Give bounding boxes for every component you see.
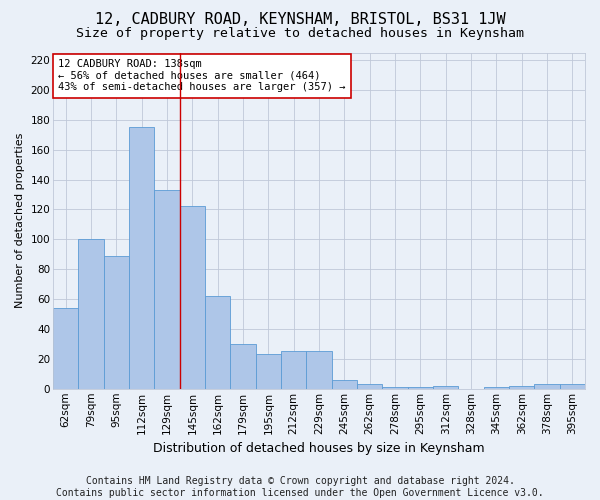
Bar bbox=[205, 296, 230, 389]
Bar bbox=[256, 354, 281, 389]
Bar bbox=[79, 240, 104, 389]
Y-axis label: Number of detached properties: Number of detached properties bbox=[15, 133, 25, 308]
X-axis label: Distribution of detached houses by size in Keynsham: Distribution of detached houses by size … bbox=[153, 442, 485, 455]
Bar bbox=[180, 206, 205, 389]
Bar bbox=[307, 352, 332, 389]
Bar bbox=[332, 380, 357, 389]
Text: 12 CADBURY ROAD: 138sqm
← 56% of detached houses are smaller (464)
43% of semi-d: 12 CADBURY ROAD: 138sqm ← 56% of detache… bbox=[58, 59, 346, 92]
Bar bbox=[382, 388, 407, 389]
Bar bbox=[484, 388, 509, 389]
Bar bbox=[53, 308, 79, 389]
Bar bbox=[281, 352, 307, 389]
Bar bbox=[560, 384, 585, 389]
Bar bbox=[357, 384, 382, 389]
Bar bbox=[407, 388, 433, 389]
Text: 12, CADBURY ROAD, KEYNSHAM, BRISTOL, BS31 1JW: 12, CADBURY ROAD, KEYNSHAM, BRISTOL, BS3… bbox=[95, 12, 505, 28]
Text: Size of property relative to detached houses in Keynsham: Size of property relative to detached ho… bbox=[76, 28, 524, 40]
Bar bbox=[104, 256, 129, 389]
Bar bbox=[230, 344, 256, 389]
Bar bbox=[433, 386, 458, 389]
Text: Contains HM Land Registry data © Crown copyright and database right 2024.
Contai: Contains HM Land Registry data © Crown c… bbox=[56, 476, 544, 498]
Bar bbox=[154, 190, 180, 389]
Bar bbox=[535, 384, 560, 389]
Bar bbox=[509, 386, 535, 389]
Bar bbox=[129, 127, 154, 389]
